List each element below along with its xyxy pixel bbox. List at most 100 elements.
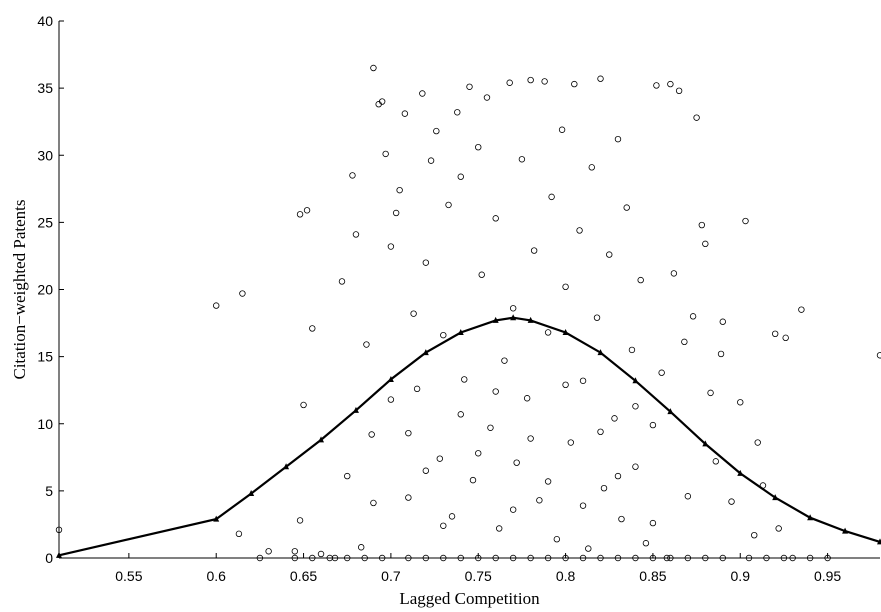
- data-point: [509, 305, 517, 312]
- data-point: [553, 536, 561, 543]
- y-tick-label: 20: [37, 282, 53, 298]
- x-axis-title: Lagged Competition: [399, 589, 540, 608]
- data-point: [235, 530, 243, 538]
- data-point: [466, 83, 473, 90]
- data-point: [653, 82, 660, 89]
- y-tick-label: 25: [37, 214, 53, 230]
- curve-marker: [597, 349, 604, 356]
- fitted-curve: [56, 314, 881, 558]
- data-point: [663, 554, 671, 562]
- data-point: [448, 513, 456, 520]
- data-point: [300, 401, 307, 409]
- data-point: [419, 90, 426, 97]
- data-point: [544, 329, 552, 336]
- data-point: [405, 429, 412, 437]
- data-point: [513, 459, 520, 466]
- x-tick-label: 0.6: [206, 568, 226, 584]
- data-point: [597, 75, 604, 82]
- data-point: [523, 395, 531, 402]
- curve-marker: [667, 408, 674, 415]
- data-point: [213, 302, 220, 309]
- data-point: [728, 498, 735, 505]
- data-point: [558, 126, 566, 133]
- curve-marker: [352, 406, 359, 413]
- data-point: [712, 458, 719, 465]
- curve-marker: [842, 527, 849, 534]
- data-point: [717, 350, 725, 358]
- curve-marker: [702, 440, 709, 447]
- data-point: [606, 251, 613, 258]
- data-point: [338, 278, 346, 285]
- data-point: [702, 554, 709, 562]
- x-tick-label: 0.95: [814, 568, 841, 584]
- data-point: [370, 64, 377, 72]
- data-point: [378, 554, 386, 562]
- curve-marker: [807, 514, 814, 521]
- data-point: [475, 143, 482, 151]
- x-tick-label: 0.7: [381, 568, 401, 584]
- y-tick-label: 40: [37, 13, 53, 29]
- data-point: [684, 493, 692, 500]
- data-point: [649, 554, 657, 562]
- x-tick-label: 0.55: [115, 568, 142, 584]
- y-axis-title: Citation−weighted Patents: [10, 199, 29, 379]
- y-tick-label: 0: [45, 550, 53, 566]
- curve-marker: [318, 436, 325, 443]
- y-tick-label: 30: [37, 147, 53, 163]
- data-point: [357, 544, 365, 551]
- data-point: [588, 164, 595, 171]
- data-point: [670, 270, 678, 277]
- data-point: [585, 545, 592, 552]
- curve-marker: [387, 375, 394, 382]
- data-point: [562, 283, 569, 291]
- curve-line: [58, 316, 881, 557]
- data-point: [754, 439, 761, 446]
- data-point: [317, 550, 325, 558]
- data-point: [642, 540, 650, 547]
- data-point: [789, 554, 796, 562]
- data-point: [798, 306, 805, 313]
- data-point: [363, 341, 370, 348]
- data-point: [361, 554, 368, 562]
- data-point: [780, 554, 788, 562]
- data-point: [751, 531, 758, 539]
- data-point: [618, 515, 625, 523]
- data-point: [454, 109, 461, 116]
- data-point: [509, 554, 517, 562]
- data-point: [378, 98, 386, 105]
- x-tick-label: 0.65: [290, 568, 317, 584]
- data-point: [413, 385, 421, 393]
- data-point: [719, 318, 726, 325]
- data-point: [530, 247, 538, 254]
- data-point: [492, 215, 499, 222]
- data-point: [492, 554, 499, 562]
- data-point: [405, 494, 412, 501]
- data-point: [702, 240, 709, 248]
- curve-marker: [492, 316, 499, 323]
- data-point: [392, 209, 400, 217]
- data-point: [55, 526, 63, 534]
- data-point: [675, 87, 683, 95]
- data-point: [475, 450, 482, 457]
- data-point: [824, 554, 831, 562]
- curve-marker: [510, 314, 517, 321]
- curve-marker: [283, 463, 290, 470]
- data-point: [291, 554, 299, 562]
- x-tick-label: 0.8: [556, 568, 576, 584]
- data-point: [571, 80, 578, 88]
- x-tick-label: 0.9: [731, 568, 751, 584]
- data-point: [396, 186, 403, 194]
- scatter-points: [55, 64, 881, 562]
- data-point: [536, 497, 543, 504]
- curve-marker: [632, 377, 639, 384]
- data-point: [483, 94, 491, 101]
- data-point: [487, 424, 494, 431]
- data-point: [597, 428, 604, 436]
- data-point: [562, 381, 569, 389]
- data-point: [576, 227, 583, 234]
- data-point: [410, 310, 417, 317]
- data-point: [579, 377, 587, 384]
- y-tick-label: 35: [37, 80, 53, 96]
- data-point: [775, 525, 782, 532]
